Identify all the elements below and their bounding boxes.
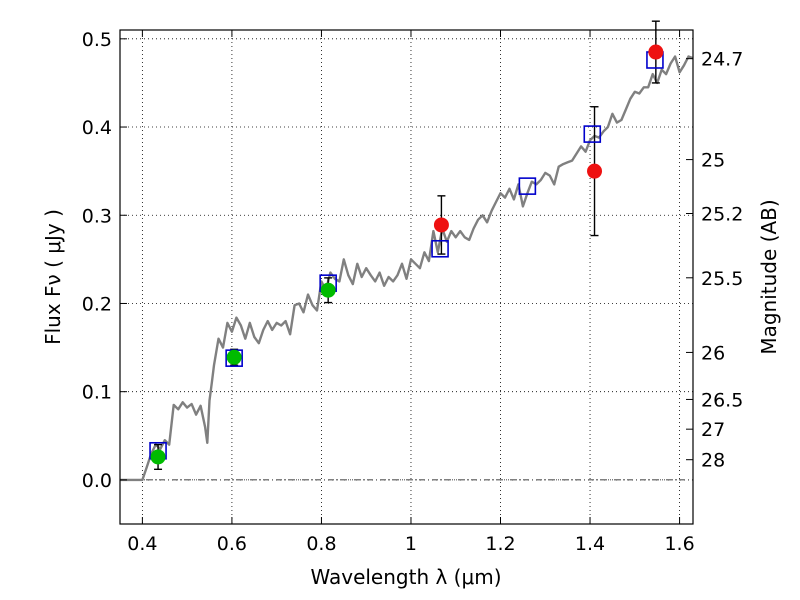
y-tick-label: 0.3 [82,205,112,227]
observed-flux-point [226,349,242,365]
plot-frame [119,29,694,525]
y2-axis-label: Magnitude (AB) [757,199,781,354]
data-layer [120,55,693,482]
magnitude-tick-label: 26 [701,342,725,364]
magnitude-tick-label: 27 [701,419,725,441]
magnitude-tick-label: 28 [701,450,725,472]
observed-flux-point [648,44,664,60]
y-tick-label: 0.0 [82,470,112,492]
x-tick-label: 0.4 [127,533,157,555]
model-flux-square [583,125,602,143]
model-flux-square [518,177,537,195]
observed-flux-point [587,163,603,179]
magnitude-tick-label: 25.5 [701,268,743,290]
magnitude-tick-label: 26.5 [701,389,743,411]
y-tick-label: 0.1 [82,382,112,404]
magnitude-tick-label: 25.2 [701,203,743,225]
x-tick-label: 1.2 [485,533,515,555]
x-tick-label: 0.8 [306,533,336,555]
ticks [120,30,693,524]
markers [149,44,664,465]
observed-flux-point [320,282,336,298]
observed-flux-point [150,449,166,465]
x-tick-label: 0.6 [217,533,247,555]
magnitude-tick-label: 25 [701,150,725,172]
tick-labels: 0.4 0.6 0.8 1 1.2 1.4 1.6 0.0 0.1 0.2 0.3 0.4 0.5 24.… [82,29,744,555]
x-axis-label: Wavelength λ (μm) [310,565,501,589]
model-flux-square [431,239,449,258]
model-spectrum-line [120,55,693,482]
x-tick-label: 1.6 [664,533,694,555]
y-axis-label: Flux Fν ( μJy ) [41,209,65,345]
x-tick-label: 1.4 [575,533,605,555]
y-tick-label: 0.4 [82,117,112,139]
x-tick-label: 1 [405,533,417,555]
observed-flux-point [433,217,449,233]
y-tick-label: 0.5 [82,29,112,51]
y-tick-label: 0.2 [82,293,112,315]
magnitude-tick-label: 24.7 [701,49,743,71]
